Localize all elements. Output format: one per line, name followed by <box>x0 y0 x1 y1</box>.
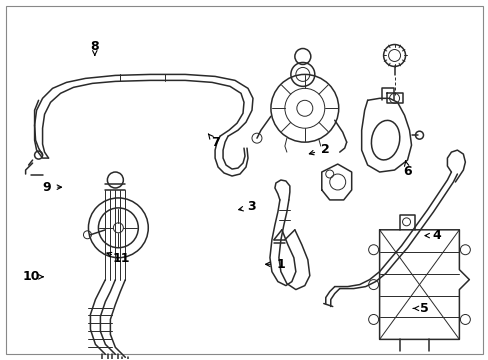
Text: 11: 11 <box>113 252 130 265</box>
Text: 10: 10 <box>22 270 40 283</box>
Text: 4: 4 <box>432 229 441 242</box>
Text: 8: 8 <box>90 40 99 53</box>
Text: 6: 6 <box>403 165 411 177</box>
Text: 9: 9 <box>42 181 51 194</box>
Text: 7: 7 <box>210 136 219 149</box>
Text: 2: 2 <box>320 143 328 156</box>
Text: 1: 1 <box>276 258 285 271</box>
Text: 3: 3 <box>247 201 256 213</box>
Text: 5: 5 <box>419 302 427 315</box>
